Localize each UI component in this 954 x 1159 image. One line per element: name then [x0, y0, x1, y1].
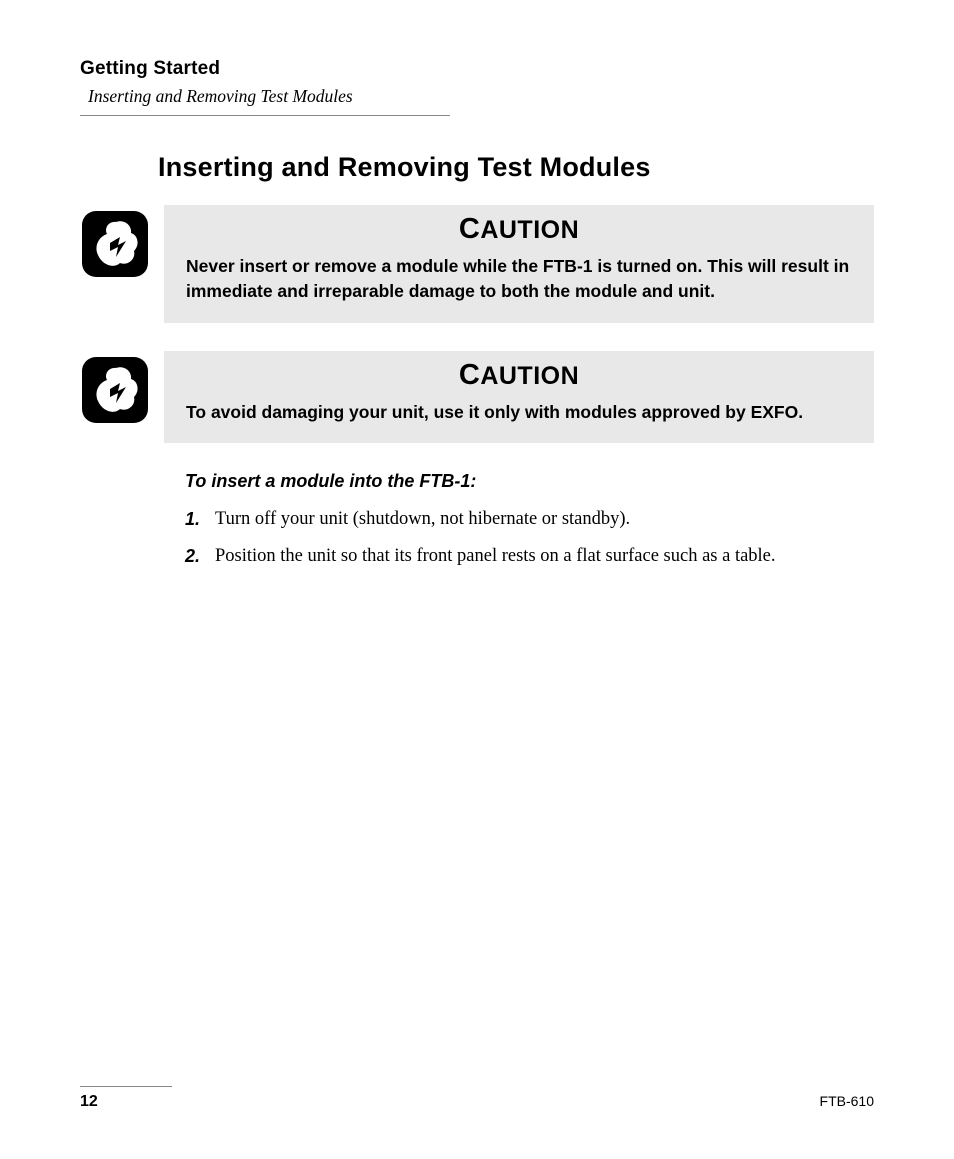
- caution-box: CAUTION Never insert or remove a module …: [164, 205, 874, 323]
- caution-title: CAUTION: [186, 213, 852, 246]
- page-heading: Inserting and Removing Test Modules: [158, 152, 874, 183]
- caution-title-first: C: [459, 359, 480, 391]
- caution-block-2: CAUTION To avoid damaging your unit, use…: [80, 351, 874, 443]
- step-2: 2. Position the unit so that its front p…: [185, 543, 874, 570]
- page-number: 12: [80, 1093, 98, 1111]
- caution-title-first: C: [459, 213, 480, 245]
- caution-title-rest: AUTION: [480, 216, 579, 244]
- caution-text: Never insert or remove a module while th…: [186, 254, 852, 305]
- caution-block-1: CAUTION Never insert or remove a module …: [80, 205, 874, 323]
- document-id: FTB-610: [820, 1093, 874, 1109]
- step-text: Position the unit so that its front pane…: [215, 543, 874, 570]
- caution-text: To avoid damaging your unit, use it only…: [186, 400, 852, 425]
- caution-box: CAUTION To avoid damaging your unit, use…: [164, 351, 874, 443]
- section-running-title: Inserting and Removing Test Modules: [80, 86, 874, 107]
- instruction-heading: To insert a module into the FTB-1:: [185, 471, 874, 492]
- step-number: 2.: [185, 543, 215, 570]
- step-1: 1. Turn off your unit (shutdown, not hib…: [185, 506, 874, 533]
- chapter-title: Getting Started: [80, 58, 874, 80]
- footer-rule: [80, 1086, 172, 1087]
- caution-title-rest: AUTION: [480, 362, 579, 390]
- step-number: 1.: [185, 506, 215, 533]
- running-header: Getting Started Inserting and Removing T…: [80, 58, 874, 116]
- caution-title: CAUTION: [186, 359, 852, 392]
- caution-icon: [80, 205, 150, 279]
- instruction-area: To insert a module into the FTB-1: 1. Tu…: [185, 471, 874, 570]
- step-text: Turn off your unit (shutdown, not hibern…: [215, 506, 874, 533]
- caution-icon: [80, 351, 150, 425]
- header-rule: [80, 115, 450, 116]
- page-footer: 12 FTB-610: [80, 1086, 874, 1111]
